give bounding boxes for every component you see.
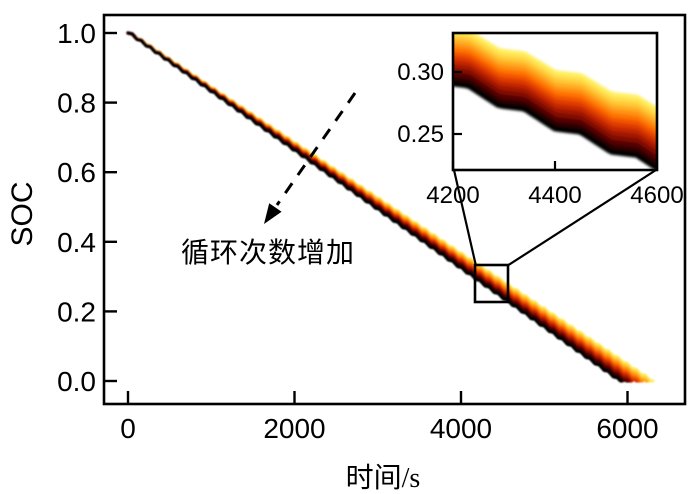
- zoom-source-rect: [473, 263, 510, 304]
- inset-x-tick-label: 4400: [528, 182, 581, 209]
- y-tick-label: 0.4: [57, 227, 96, 258]
- inset-x-tick-label: 4600: [630, 182, 683, 209]
- x-tick-label: 6000: [596, 413, 658, 444]
- increase-direction-arrow-shaft: [275, 92, 357, 206]
- x-tick-label: 4000: [430, 413, 492, 444]
- y-tick-label: 0.6: [57, 157, 96, 188]
- discharge-curve: [126, 31, 623, 383]
- x-tick-label: 0: [120, 413, 136, 444]
- y-tick-label: 0.2: [57, 296, 96, 327]
- callout-line-right: [506, 169, 657, 267]
- inset-y-tick-label: 0.30: [397, 59, 444, 86]
- y-tick-label: 0.8: [57, 88, 96, 119]
- increase-direction-arrow-head: [264, 203, 282, 224]
- callout-line-left: [452, 169, 478, 267]
- inset-x-tick-label: 4200: [426, 182, 479, 209]
- inset-y-tick-label: 0.25: [397, 121, 444, 148]
- plot-border: [102, 13, 687, 406]
- y-axis-title: SOC: [6, 181, 39, 247]
- main-curve-band: [126, 31, 655, 383]
- x-tick-label: 2000: [263, 413, 325, 444]
- x-axis-title: 时间/s: [345, 463, 421, 494]
- y-tick-label: 1.0: [57, 18, 96, 49]
- cycle-increase-annotation: 循环次数增加: [180, 238, 355, 269]
- y-tick-label: 0.0: [57, 366, 96, 397]
